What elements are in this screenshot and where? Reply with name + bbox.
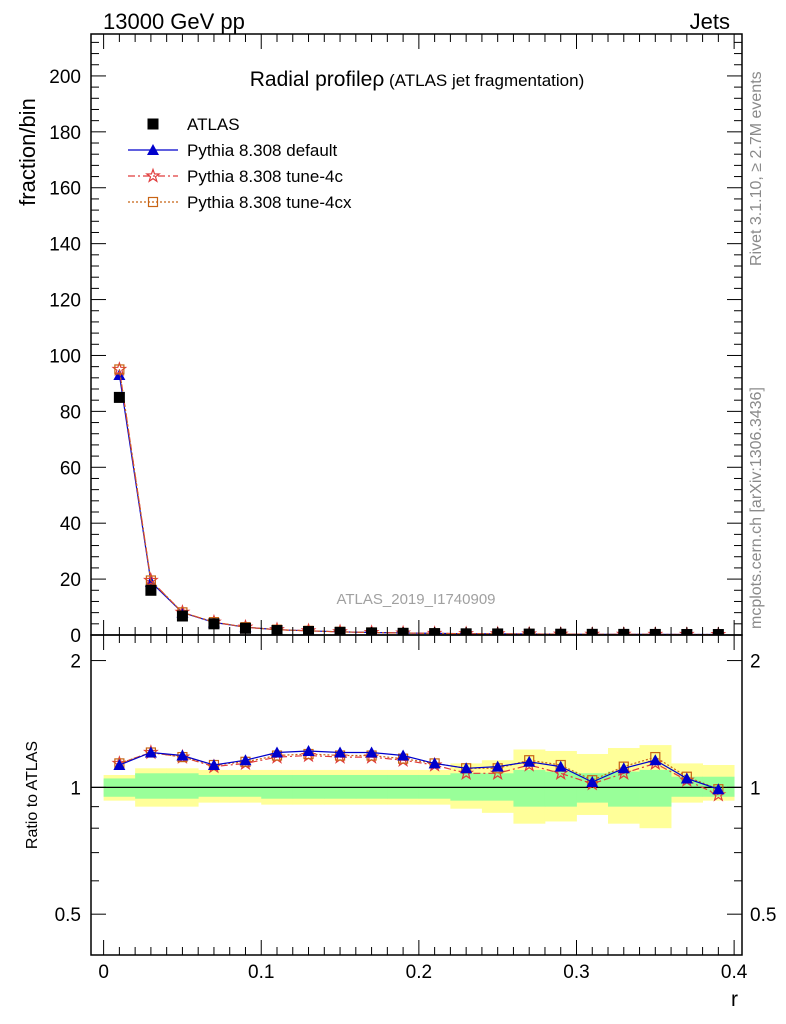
ratio-ytick-label-right: 0.5 bbox=[750, 905, 776, 926]
ratio-point-default bbox=[113, 759, 126, 771]
ratio-point-default bbox=[271, 746, 283, 758]
ytick-label: 40 bbox=[60, 514, 81, 535]
ratio-line-default bbox=[119, 750, 719, 790]
ytick-label: 20 bbox=[60, 570, 81, 591]
ratio-point-default bbox=[428, 757, 441, 769]
ratio-line-tune4c bbox=[119, 751, 719, 796]
ratio-point-default bbox=[712, 783, 725, 795]
band-inner-bin bbox=[198, 774, 231, 797]
band-inner-bin bbox=[639, 769, 672, 807]
legend-label-atlas: ATLAS bbox=[187, 115, 240, 134]
ytick-label: 120 bbox=[49, 291, 81, 312]
ytick-label: 0 bbox=[70, 626, 81, 647]
legend: ATLAS Pythia 8.308 default Pythia 8.308 tu… bbox=[128, 115, 352, 212]
legend-label-tune4c: Pythia 8.308 tune-4c bbox=[187, 167, 343, 186]
ratio-point-default bbox=[334, 746, 347, 758]
main-title-symbol: ρ bbox=[372, 68, 384, 91]
ratio-ytick-label: 2 bbox=[70, 652, 81, 673]
ratio-point-default bbox=[397, 749, 410, 761]
ratio-frame bbox=[90, 634, 743, 956]
ratio-series-default bbox=[113, 744, 725, 795]
legend-marker-atlas bbox=[147, 118, 159, 130]
ratio-point-default bbox=[491, 760, 504, 772]
xtick-label: 0.1 bbox=[248, 962, 274, 983]
main-panel: 0 20 40 60 80 100 120 140 160 180 200 fraction/bin… bbox=[15, 33, 743, 647]
ratio-point-default bbox=[302, 744, 315, 756]
xtick-label: 0 bbox=[98, 962, 109, 983]
xtick-label: 0.3 bbox=[563, 962, 589, 983]
ratio-ytick-label: 0.5 bbox=[55, 905, 81, 926]
ytick-label: 60 bbox=[60, 458, 81, 479]
ratio-point-default bbox=[207, 759, 220, 771]
point-atlas bbox=[176, 610, 188, 622]
legend-label-tune4cx: Pythia 8.308 tune-4cx bbox=[187, 193, 352, 212]
point-atlas bbox=[208, 618, 220, 630]
ratio-ytick-label-right: 2 bbox=[750, 652, 761, 673]
header-right: Jets bbox=[690, 9, 730, 34]
ratio-point-default bbox=[523, 755, 536, 767]
main-title: Radial profileρ (ATLAS jet fragmentation… bbox=[250, 68, 585, 91]
ytick-label: 180 bbox=[49, 123, 81, 144]
ratio-point-default bbox=[144, 746, 157, 758]
mcplots-label: mcplots.cern.ch [arXiv:1306.3436] bbox=[748, 387, 765, 629]
band-inner-bin bbox=[513, 769, 546, 807]
ratio-point-default bbox=[176, 749, 189, 761]
legend-item-tune4c: Pythia 8.308 tune-4c bbox=[128, 167, 343, 186]
rivet-label: Rivet 3.1.10, ≥ 2.7M events bbox=[748, 71, 765, 266]
ratio-point-default bbox=[649, 754, 662, 766]
ytick-label: 140 bbox=[49, 235, 81, 256]
ytick-label: 200 bbox=[49, 67, 81, 88]
legend-item-default: Pythia 8.308 default bbox=[128, 141, 338, 160]
ratio-point-default bbox=[554, 760, 567, 772]
ratio-point-default bbox=[680, 772, 693, 784]
band-inner-bin bbox=[608, 771, 640, 807]
main-ylabel: fraction/bin bbox=[15, 98, 40, 206]
ratio-ytick-label: 1 bbox=[70, 778, 81, 799]
ytick-label: 160 bbox=[49, 179, 81, 200]
band-inner-bin bbox=[166, 773, 199, 799]
ratio-point-default bbox=[365, 746, 378, 758]
xlabel: r bbox=[731, 988, 738, 1011]
point-tune4cx bbox=[114, 364, 125, 375]
ratio-ytick-label-right: 1 bbox=[750, 778, 761, 799]
watermark: ATLAS_2019_I1740909 bbox=[336, 591, 495, 608]
legend-marker-default bbox=[147, 144, 159, 155]
band-inner-bin bbox=[229, 774, 262, 797]
legend-item-atlas: ATLAS bbox=[147, 115, 240, 134]
legend-marker-tune4cx bbox=[147, 196, 159, 208]
ratio-ylabel: Ratio to ATLAS bbox=[24, 741, 41, 849]
xtick-label: 0.4 bbox=[721, 962, 748, 983]
ratio-panel: 0.5 0.51 12 2 0 0.1 0.2 0.3 0.4 Ratio to ATLAS … bbox=[24, 34, 776, 1011]
point-atlas bbox=[113, 391, 125, 403]
ytick-label: 100 bbox=[49, 346, 81, 367]
ratio-point-default bbox=[239, 754, 252, 766]
legend-item-tune4cx: Pythia 8.308 tune-4cx bbox=[128, 193, 352, 212]
ratio-point-default bbox=[617, 762, 630, 774]
main-title-sub: (ATLAS jet fragmentation) bbox=[384, 71, 584, 90]
legend-label-default: Pythia 8.308 default bbox=[187, 141, 338, 160]
ytick-label: 80 bbox=[60, 402, 81, 423]
point-atlas bbox=[145, 584, 157, 596]
ratio-point-default bbox=[586, 775, 599, 787]
ratio-point-default bbox=[460, 762, 473, 774]
xtick-label: 0.2 bbox=[406, 962, 432, 983]
main-title-text: Radial profile bbox=[250, 68, 373, 91]
band-inner-bin bbox=[135, 773, 168, 799]
header-left: 13000 GeV pp bbox=[103, 9, 245, 34]
legend-marker-tune4c bbox=[145, 167, 161, 183]
